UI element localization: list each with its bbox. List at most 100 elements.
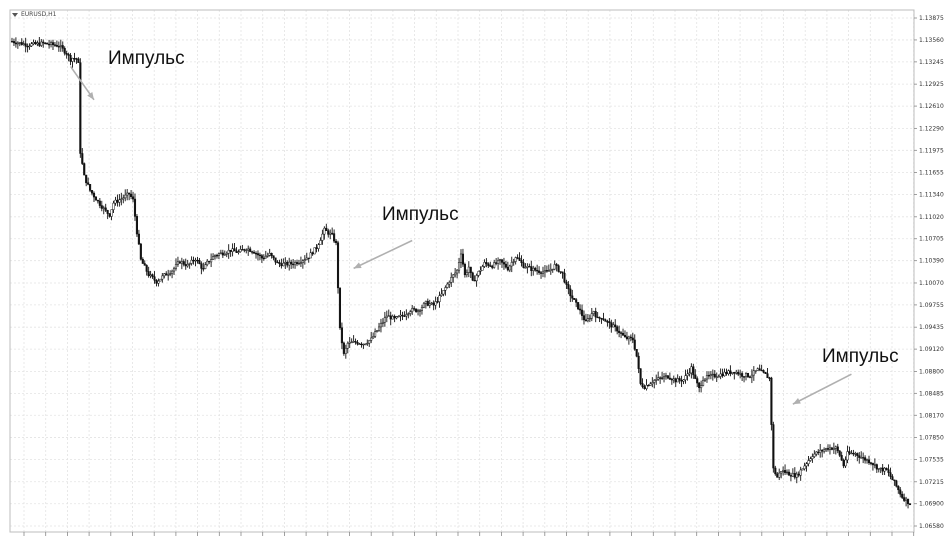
- candle-body: [592, 311, 595, 314]
- candle-body: [893, 479, 896, 482]
- candle-body: [317, 244, 320, 249]
- candle-body: [28, 45, 31, 47]
- candle-body: [452, 274, 455, 278]
- candle-body: [456, 269, 459, 274]
- candle-body: [653, 380, 656, 383]
- candle-body: [403, 315, 406, 317]
- candle-body: [871, 463, 874, 466]
- candle-body: [149, 274, 152, 276]
- candle-body: [887, 469, 890, 473]
- candle-body: [376, 330, 379, 332]
- y-tick-label: 1.07215: [919, 479, 944, 486]
- candle-body: [743, 376, 746, 378]
- candle-body: [377, 326, 381, 331]
- y-tick-label: 1.10390: [919, 258, 944, 265]
- candle-body: [36, 42, 39, 45]
- candle-body: [522, 262, 525, 268]
- candle-body: [104, 207, 107, 211]
- candle-body: [418, 310, 422, 312]
- candle-body: [282, 262, 285, 267]
- impulse-label-3: Импульс: [822, 346, 899, 367]
- candle-body: [69, 55, 72, 62]
- candle-body: [727, 370, 730, 375]
- candle-body: [594, 311, 597, 318]
- candle-body: [100, 205, 103, 209]
- candle-body: [344, 348, 347, 354]
- candle-body: [194, 259, 197, 262]
- candle-body: [906, 498, 910, 505]
- candle-body: [676, 378, 679, 383]
- candle-body: [772, 424, 775, 469]
- candle-body: [213, 255, 217, 257]
- candle-body: [172, 267, 176, 272]
- candle-body: [92, 192, 96, 198]
- candle-body: [686, 373, 689, 376]
- candle-body: [294, 262, 297, 266]
- candle-body: [321, 233, 324, 241]
- candle-body: [903, 497, 906, 501]
- candle-body: [846, 451, 849, 461]
- candle-body: [826, 448, 830, 450]
- candle-body: [190, 259, 193, 264]
- candle-body: [690, 366, 693, 374]
- candle-body: [762, 370, 765, 373]
- candle-body: [422, 303, 425, 308]
- candle-body: [717, 376, 720, 378]
- candle-body: [182, 261, 185, 265]
- candle-body: [327, 230, 330, 235]
- y-tick-label: 1.10070: [919, 280, 944, 287]
- dropdown-triangle-icon[interactable]: [12, 12, 18, 17]
- candle-body: [208, 260, 211, 263]
- candle-body: [616, 326, 619, 332]
- candle-body: [897, 485, 900, 491]
- candle-body: [413, 308, 416, 310]
- candle-body: [557, 265, 560, 272]
- candle-body: [867, 459, 871, 464]
- candle-body: [553, 264, 556, 270]
- candle-body: [471, 272, 474, 281]
- candle-body: [590, 313, 593, 319]
- candle-body: [276, 261, 279, 264]
- candle-body: [424, 300, 427, 304]
- candle-body: [784, 470, 787, 473]
- y-tick-label: 1.09120: [919, 346, 944, 353]
- candle-body: [577, 302, 580, 310]
- candle-body: [512, 261, 515, 263]
- candle-body: [672, 378, 675, 381]
- candle-body: [883, 467, 886, 472]
- candle-body: [444, 287, 447, 291]
- candle-body: [840, 455, 843, 461]
- candle-body: [61, 45, 64, 49]
- candle-body: [135, 216, 138, 235]
- candle-body: [196, 259, 199, 262]
- candle-body: [266, 255, 269, 257]
- y-tick-label: 1.09755: [919, 302, 944, 309]
- candle-body: [459, 253, 463, 263]
- candle-body: [323, 227, 326, 235]
- candle-body: [73, 58, 76, 60]
- candle-body: [161, 275, 164, 280]
- candle-body: [688, 372, 691, 375]
- candle-body: [821, 449, 824, 452]
- candle-body: [752, 370, 755, 376]
- candle-body: [286, 261, 289, 266]
- candle-body: [506, 266, 509, 271]
- candle-body: [891, 476, 894, 481]
- candle-body: [569, 288, 572, 297]
- candle-body: [346, 343, 349, 349]
- candle-body: [764, 372, 767, 374]
- candle-body: [272, 255, 275, 259]
- candle-body: [79, 62, 82, 154]
- candle-body: [487, 263, 490, 266]
- candle-body: [180, 261, 183, 264]
- symbol-text: EURUSD,H1: [21, 11, 57, 18]
- candle-body: [94, 196, 97, 201]
- candle-body: [145, 265, 148, 272]
- candle-body: [670, 378, 673, 381]
- candle-body: [366, 342, 369, 345]
- candle-body: [14, 42, 17, 45]
- candle-body: [85, 174, 88, 184]
- y-tick-label: 1.10705: [919, 236, 944, 243]
- symbol-label[interactable]: EURUSD,H1: [12, 11, 56, 18]
